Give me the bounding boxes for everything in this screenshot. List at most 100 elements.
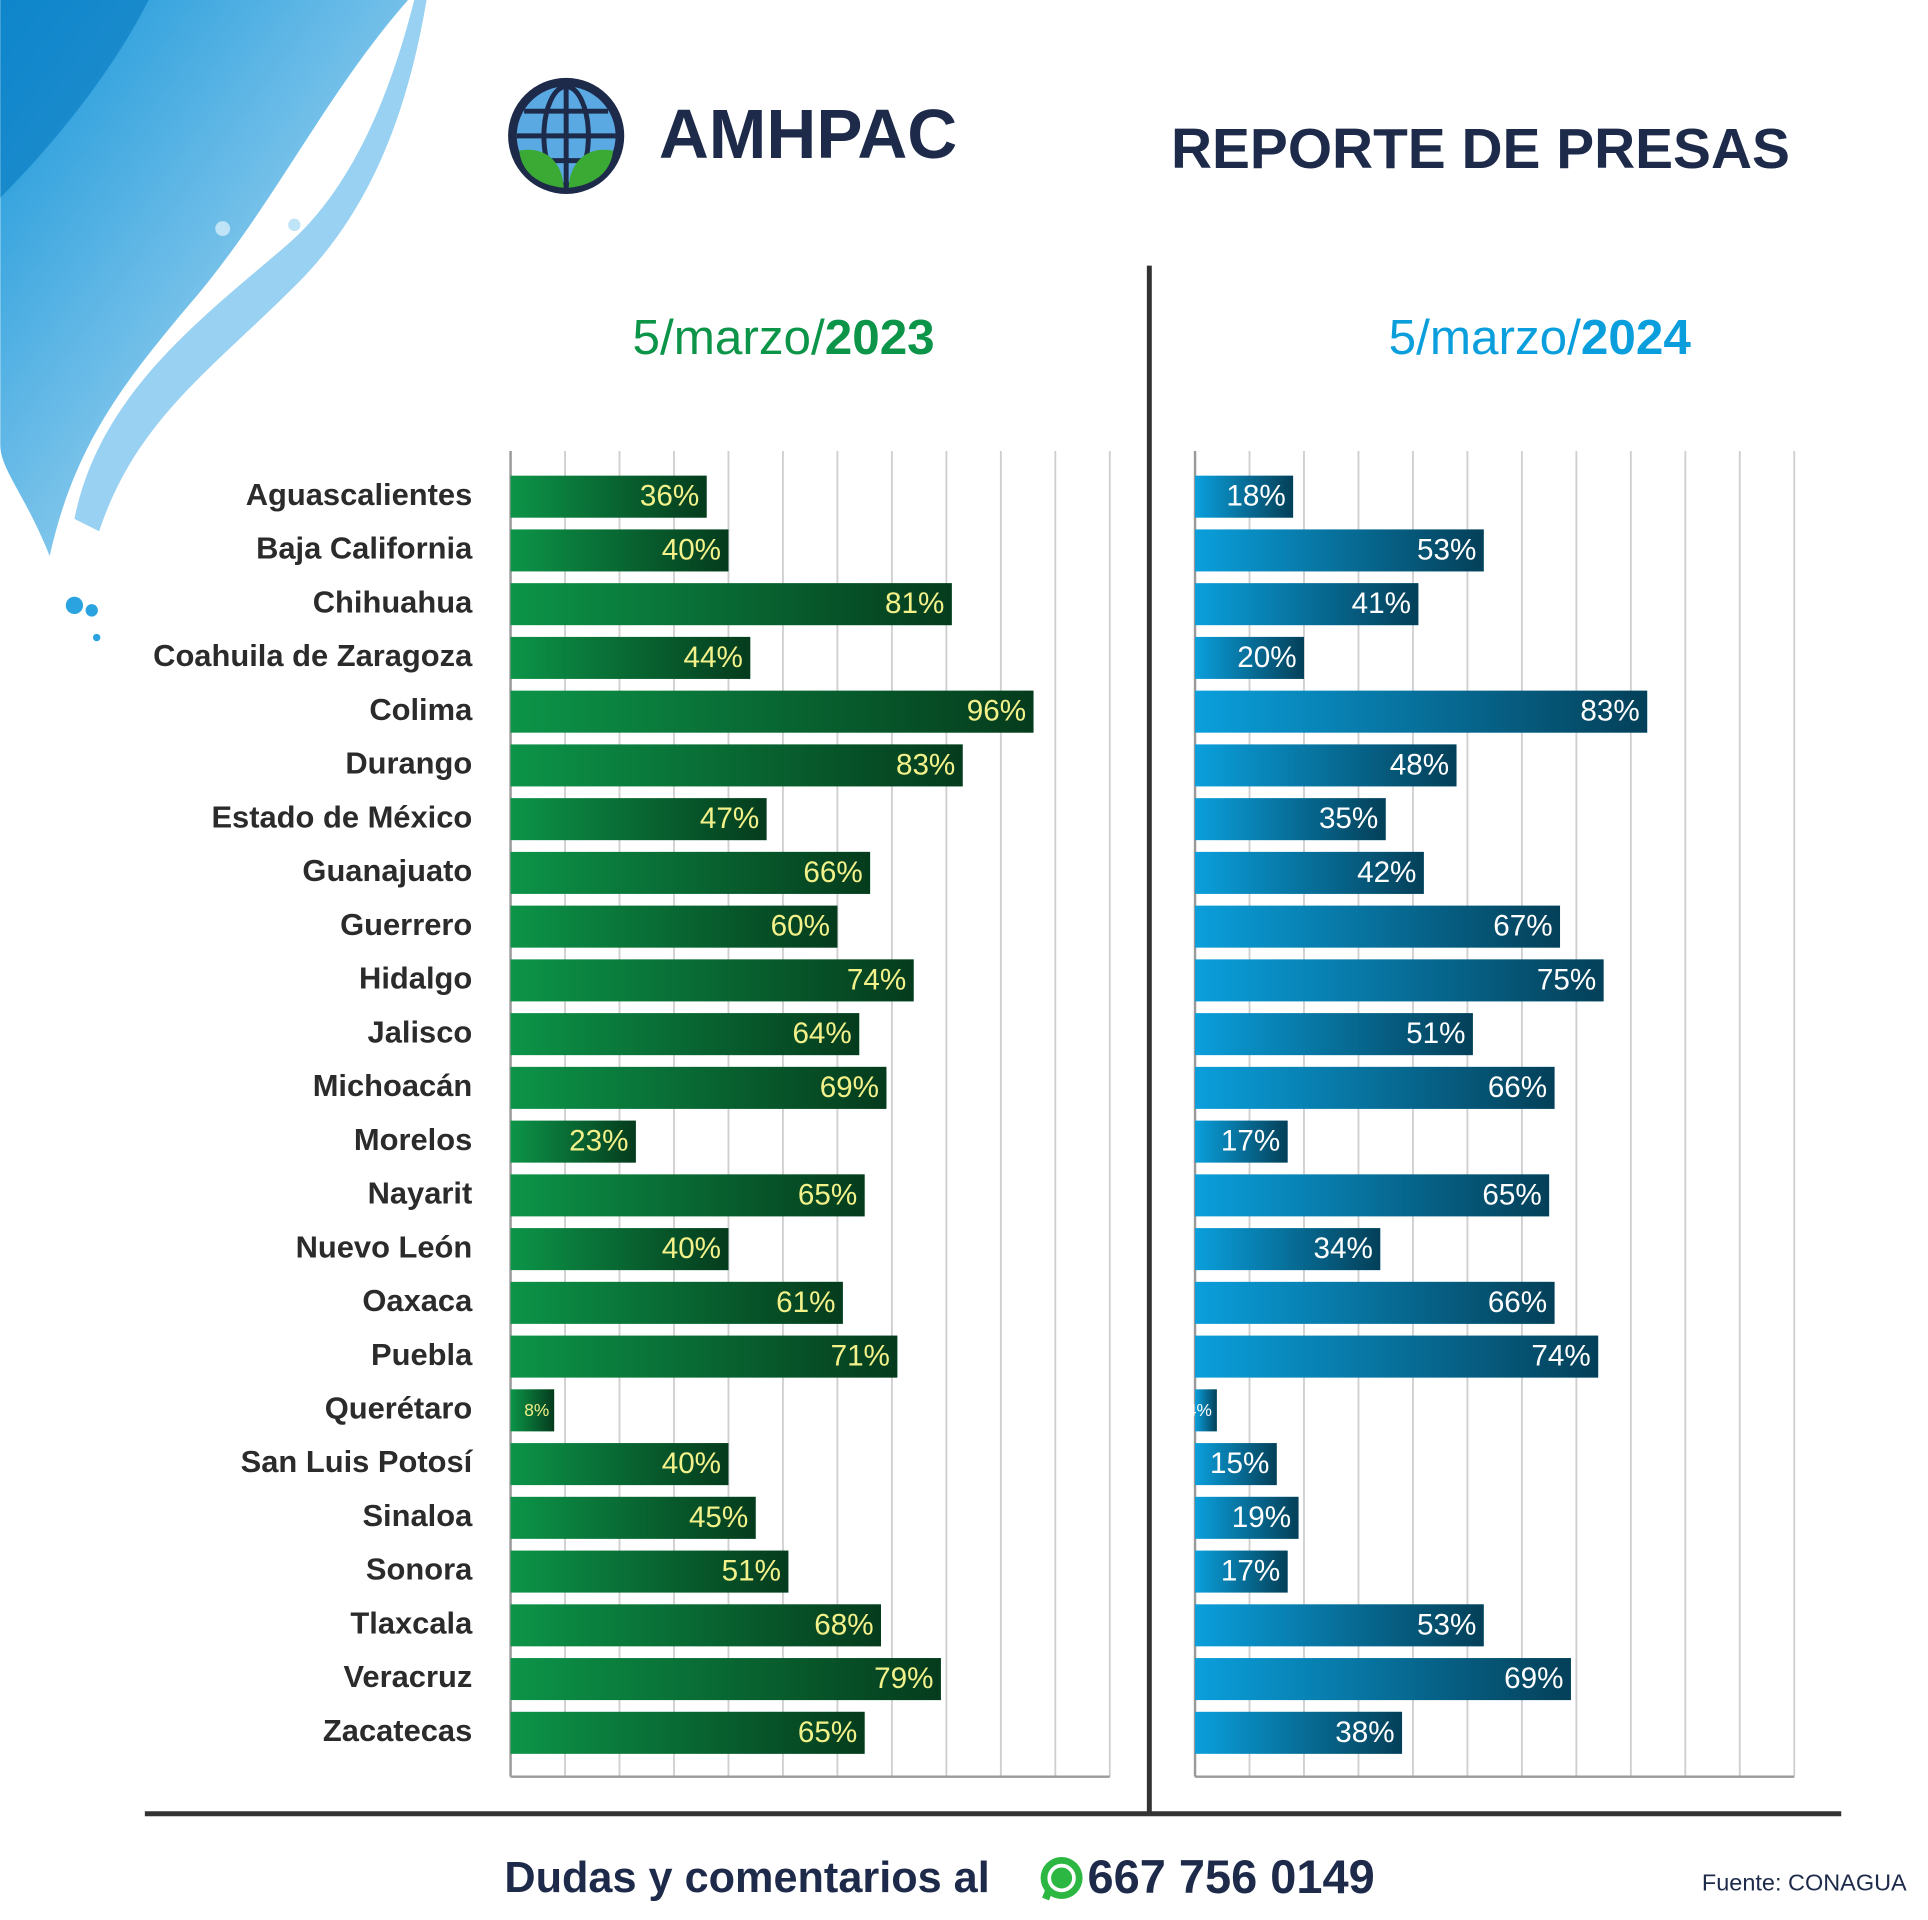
value-label: 66% — [1488, 1286, 1547, 1319]
title-date: 5/marzo/ — [633, 310, 825, 365]
bar-shade — [510, 1335, 898, 1378]
value-label: 42% — [1357, 856, 1416, 889]
category-label: Michoacán — [313, 1068, 473, 1103]
category-label: Jalisco — [368, 1014, 473, 1049]
bar-shade — [1195, 529, 1484, 572]
bar-shade — [1195, 959, 1604, 1002]
bar-shade — [1195, 1281, 1555, 1324]
bar-shade — [1195, 1496, 1299, 1539]
bar-shade — [510, 1174, 865, 1217]
category-label: Oaxaca — [362, 1283, 473, 1318]
bar-shade — [510, 1066, 887, 1109]
category-label: Nayarit — [368, 1176, 473, 1211]
value-label: 51% — [1406, 1017, 1465, 1050]
category-label: Chihuahua — [313, 584, 473, 619]
value-label: 69% — [820, 1071, 879, 1104]
bar-shade — [510, 1281, 843, 1324]
value-label: 4% — [1187, 1400, 1212, 1420]
category-label: Morelos — [354, 1122, 472, 1157]
footer-text: Dudas y comentarios al — [504, 1854, 989, 1902]
value-label: 75% — [1537, 963, 1596, 996]
bar-shade — [1195, 1711, 1403, 1754]
bar-shade — [510, 1711, 865, 1754]
value-label: 53% — [1417, 533, 1476, 566]
value-label: 34% — [1314, 1232, 1373, 1265]
value-label: 15% — [1210, 1447, 1269, 1480]
value-label: 40% — [662, 533, 721, 566]
value-label: 23% — [569, 1125, 628, 1158]
value-label: 64% — [792, 1017, 851, 1050]
water-splash — [0, 0, 427, 642]
bar-shade — [1195, 475, 1294, 518]
bar-shade — [1195, 798, 1386, 841]
bar-shade — [510, 959, 914, 1002]
bar-shade — [510, 1389, 555, 1432]
category-label: Estado de México — [211, 799, 472, 834]
bar-shade — [1195, 1443, 1277, 1486]
bar-shade — [510, 1013, 860, 1056]
bar-shade — [1195, 1604, 1484, 1647]
bar-shade — [1195, 1013, 1473, 1056]
value-label: 69% — [1504, 1662, 1563, 1695]
value-label: 79% — [874, 1662, 933, 1695]
bar-shade — [1195, 583, 1419, 626]
category-label: Zacatecas — [323, 1713, 472, 1748]
bar-shade — [1195, 744, 1457, 787]
value-label: 8% — [524, 1400, 549, 1420]
bar-shade — [510, 1496, 756, 1539]
bar-shade — [1195, 690, 1648, 733]
source: Fuente: CONAGUA — [1702, 1869, 1907, 1895]
category-label: San Luis Potosí — [241, 1444, 474, 1479]
bar-shade — [1195, 636, 1304, 679]
bar-shade — [510, 636, 751, 679]
brand: AMHPAC — [659, 95, 957, 173]
bar-shade — [510, 690, 1034, 733]
value-label: 53% — [1417, 1608, 1476, 1641]
category-label: Colima — [369, 692, 473, 727]
category-label: Guerrero — [340, 907, 472, 942]
bar-shade — [1195, 1174, 1550, 1217]
value-label: 96% — [967, 695, 1026, 728]
category-label: Sonora — [366, 1552, 473, 1587]
bar-shade — [510, 1604, 881, 1647]
value-label: 40% — [662, 1447, 721, 1480]
value-label: 65% — [798, 1178, 857, 1211]
category-label: Guanajuato — [302, 853, 472, 888]
bar-shade — [1195, 1228, 1381, 1271]
value-label: 66% — [1488, 1071, 1547, 1104]
value-label: 65% — [798, 1716, 857, 1749]
value-label: 20% — [1237, 641, 1296, 674]
value-label: 48% — [1390, 748, 1449, 781]
category-label: Querétaro — [325, 1391, 473, 1426]
value-label: 74% — [1531, 1340, 1590, 1373]
bar-shade — [510, 475, 707, 518]
value-label: 18% — [1226, 480, 1285, 513]
value-label: 17% — [1221, 1555, 1280, 1588]
chart-title: 5/marzo/2024 — [1389, 310, 1692, 365]
value-label: 45% — [689, 1501, 748, 1534]
value-label: 38% — [1335, 1716, 1394, 1749]
value-label: 65% — [1482, 1178, 1541, 1211]
bar-shade — [1195, 1066, 1555, 1109]
category-label: Coahuila de Zaragoza — [153, 638, 473, 673]
value-label: 51% — [722, 1555, 781, 1588]
bar-shade — [510, 1228, 729, 1271]
logo — [508, 77, 625, 194]
bar-shade — [510, 529, 729, 572]
category-label: Puebla — [371, 1337, 473, 1372]
bar-shade — [510, 1443, 729, 1486]
category-label: Veracruz — [344, 1659, 473, 1694]
value-label: 19% — [1232, 1501, 1291, 1534]
bar-shade — [1195, 1389, 1217, 1432]
category-label: Nuevo León — [296, 1229, 473, 1264]
bar-shade — [510, 851, 871, 894]
bar-shade — [510, 583, 952, 626]
value-label: 67% — [1493, 910, 1552, 943]
value-label: 17% — [1221, 1125, 1280, 1158]
value-label: 81% — [885, 587, 944, 620]
value-label: 47% — [700, 802, 759, 835]
bar-shade — [510, 1120, 636, 1163]
value-label: 41% — [1352, 587, 1411, 620]
bar-shade — [1195, 1550, 1288, 1593]
